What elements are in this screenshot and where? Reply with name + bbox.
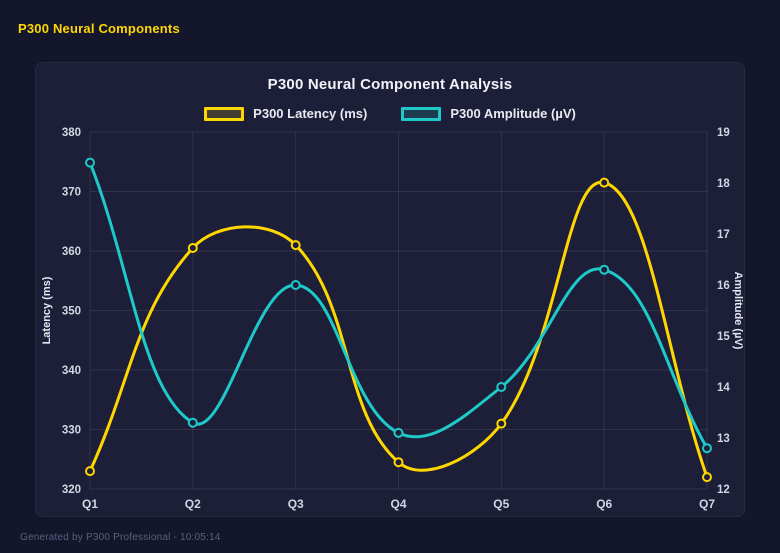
data-point[interactable] [290, 240, 301, 251]
data-point[interactable] [599, 264, 610, 275]
legend-label-amplitude: P300 Amplitude (µV) [450, 106, 576, 121]
data-point[interactable] [85, 466, 95, 477]
y-axis-ticks-left: 380 370 360 350 340 330 320 [62, 127, 81, 496]
tick-label: 14 [717, 382, 730, 394]
chart-legend: P300 Latency (ms) P300 Amplitude (µV) [36, 106, 744, 121]
data-point[interactable] [702, 472, 712, 483]
tick-label: 370 [62, 187, 81, 199]
tick-label: 16 [717, 280, 730, 292]
tick-label: 18 [717, 178, 730, 190]
series-points-amplitude [85, 157, 712, 454]
data-point[interactable] [85, 157, 95, 168]
legend-item-latency[interactable]: P300 Latency (ms) [204, 106, 367, 121]
tick-label: 320 [62, 484, 81, 496]
tick-label: 15 [717, 331, 730, 343]
tick-label: Q3 [288, 497, 304, 511]
data-point[interactable] [187, 243, 198, 253]
data-point[interactable] [393, 427, 404, 438]
tick-label: Q5 [493, 497, 509, 511]
data-point[interactable] [496, 382, 507, 392]
tick-label: 17 [717, 229, 730, 241]
tick-label: 350 [62, 306, 81, 318]
tick-label: 19 [717, 127, 730, 139]
tick-label: Q7 [699, 497, 715, 511]
tick-label: Q6 [596, 497, 612, 511]
tick-label: 340 [62, 365, 81, 377]
tick-label: Q2 [185, 497, 201, 511]
tick-label: 360 [62, 246, 81, 258]
amplitude-legend-swatch-icon [401, 106, 442, 121]
app-header-title: P300 Neural Components [18, 21, 180, 36]
tick-label: 330 [62, 425, 81, 437]
series-points-latency [85, 177, 712, 483]
data-point[interactable] [187, 417, 198, 428]
y-axis-title-left: Latency (ms) [41, 276, 53, 344]
data-point[interactable] [702, 443, 712, 454]
tick-label: 12 [717, 484, 730, 496]
footer-status-text: Generated by P300 Professional - 10:05:1… [20, 532, 221, 543]
data-point[interactable] [393, 457, 404, 468]
chart-card: P300 Neural Component Analysis P300 Late… [35, 62, 745, 517]
tick-label: 380 [62, 127, 81, 139]
data-point[interactable] [496, 418, 507, 429]
tick-label: Q1 [82, 497, 98, 511]
data-point[interactable] [290, 280, 301, 290]
data-point[interactable] [599, 177, 610, 188]
x-axis-ticks: Q1 Q2 Q3 Q4 Q5 Q6 Q7 [82, 497, 715, 511]
latency-legend-swatch-icon [204, 106, 245, 121]
y-axis-ticks-right: 19 18 17 16 15 14 13 12 [717, 127, 730, 496]
y-axis-title-right: Amplitude (µV) [732, 272, 744, 350]
tick-label: 13 [717, 433, 730, 445]
legend-label-latency: P300 Latency (ms) [253, 106, 368, 121]
chart-title: P300 Neural Component Analysis [267, 76, 513, 93]
legend-item-amplitude[interactable]: P300 Amplitude (µV) [401, 106, 576, 121]
tick-label: Q4 [390, 497, 406, 511]
